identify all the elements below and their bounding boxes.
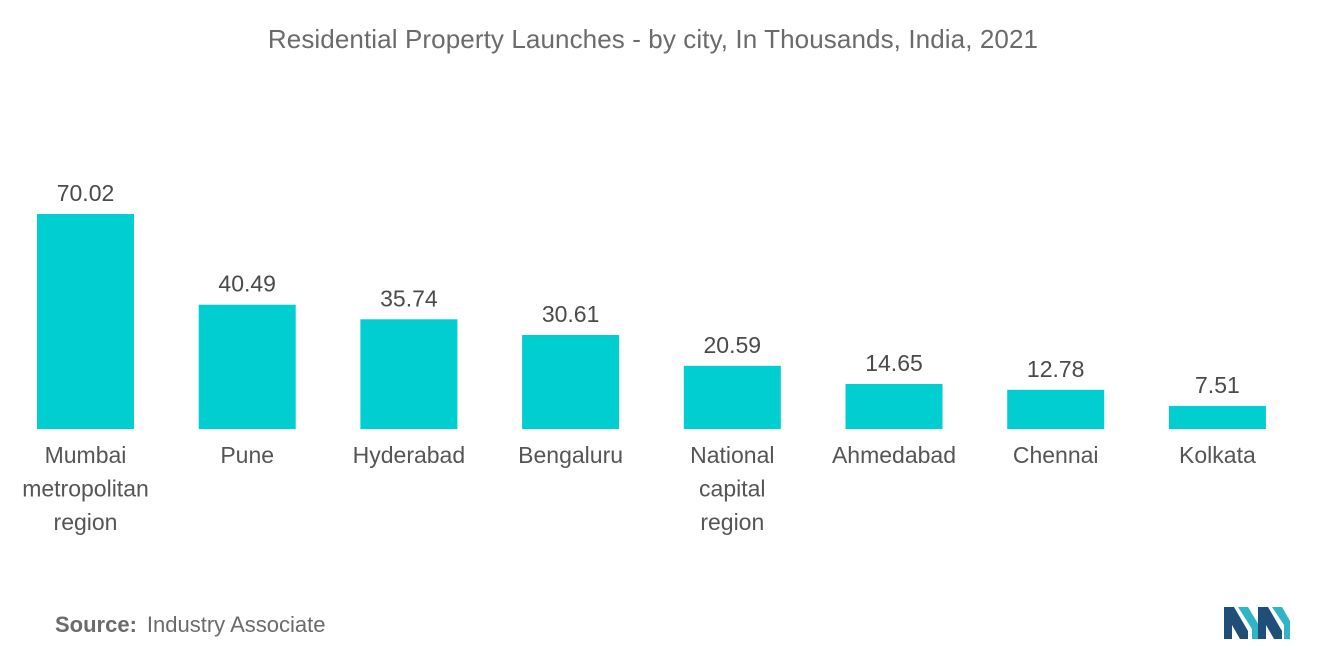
bar	[360, 319, 458, 429]
data-label: 35.74	[380, 285, 438, 311]
category-label: Chennai	[1013, 442, 1099, 468]
bar	[845, 384, 943, 429]
category-label: Ahmedabad	[832, 442, 956, 468]
category-label-line: Kolkata	[1179, 442, 1256, 468]
category-label-line: Pune	[220, 442, 274, 468]
category-label: Mumbai metropolitan region	[22, 442, 149, 535]
category-label-line: Mumbai	[45, 442, 127, 468]
data-label: 70.02	[57, 180, 115, 206]
category-label-line: region	[700, 509, 764, 535]
bar	[1007, 389, 1105, 429]
bar	[683, 365, 781, 429]
category-label-line: National	[690, 442, 774, 468]
category-label: Hyderabad	[353, 442, 466, 468]
data-label: 14.65	[865, 350, 923, 376]
bar	[522, 335, 620, 429]
data-label: 40.49	[218, 271, 276, 297]
category-label-line: Hyderabad	[353, 442, 466, 468]
source-label: Source:	[55, 612, 137, 637]
category-label-line: region	[54, 509, 118, 535]
category-label-line: Bengaluru	[518, 442, 623, 468]
category-label: Kolkata	[1179, 442, 1256, 468]
company-logo-icon	[1224, 607, 1290, 639]
category-label-line: capital	[699, 476, 765, 502]
source-text: Industry Associate	[146, 612, 326, 637]
data-label: 12.78	[1027, 356, 1085, 382]
category-label-line: metropolitan	[22, 476, 149, 502]
data-label: 20.59	[704, 332, 762, 358]
category-label: Bengaluru	[518, 442, 623, 468]
category-label-line: Chennai	[1013, 442, 1099, 468]
bar	[37, 214, 134, 429]
category-label: Pune	[220, 442, 274, 468]
category-label-line: Ahmedabad	[832, 442, 956, 468]
source-note: Source: Industry Associate	[55, 612, 325, 638]
data-label: 30.61	[542, 301, 600, 327]
category-label: National capital region	[690, 442, 774, 535]
data-label: 7.51	[1195, 372, 1240, 398]
bar	[198, 304, 296, 429]
bar	[1168, 405, 1266, 429]
chart-title: Residential Property Launches - by city,…	[267, 24, 1039, 54]
